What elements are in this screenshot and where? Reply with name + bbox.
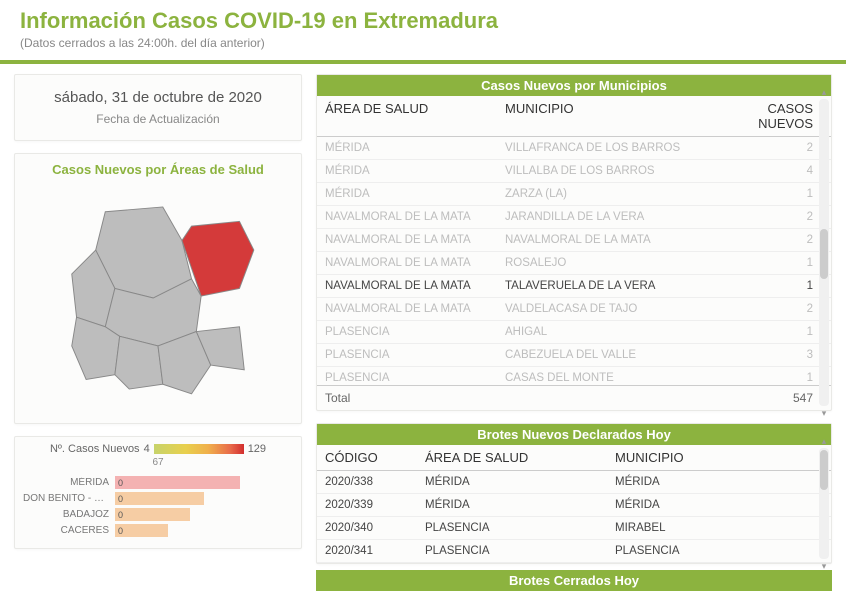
- bar-label: DON BENITO - VILLA...: [23, 493, 115, 504]
- casos-scrollbar[interactable]: ▴ ▾: [819, 99, 829, 406]
- col-muni[interactable]: MUNICIPIO: [497, 96, 721, 136]
- bar-label: MÉRIDA: [23, 477, 115, 488]
- scrollbar-thumb[interactable]: [820, 450, 828, 490]
- col-code[interactable]: CÓDIGO: [317, 445, 417, 470]
- table-row[interactable]: 2020/341 PLASENCIA PLASENCIA: [317, 540, 831, 563]
- table-row[interactable]: MÉRIDA VILLALBA DE LOS BARROS 4: [317, 160, 831, 183]
- brotes-table-header: CÓDIGO ÁREA DE SALUD MUNICIPIO: [317, 445, 831, 471]
- page-subtitle: (Datos cerrados a las 24:00h. del día an…: [20, 36, 826, 50]
- area-bar-row[interactable]: CÁCERES 0: [23, 524, 293, 537]
- update-date: sábado, 31 de octubre de 2020: [23, 89, 293, 106]
- bar-fill: 0: [115, 508, 190, 521]
- table-row[interactable]: PLASENCIA CABEZUELA DEL VALLE 3: [317, 344, 831, 367]
- bar-fill: 0: [115, 524, 168, 537]
- chevron-up-icon[interactable]: ▴: [819, 87, 829, 97]
- legend-max: 129: [248, 443, 266, 455]
- col-num[interactable]: CASOS NUEVOS: [721, 96, 831, 136]
- casos-table-header: ÁREA DE SALUD MUNICIPIO CASOS NUEVOS: [317, 96, 831, 137]
- table-row[interactable]: MÉRIDA VILLAFRANCA DE LOS BARROS 2: [317, 137, 831, 160]
- legend-gradient: [154, 444, 244, 454]
- brotes-table-body[interactable]: 2020/338 MÉRIDA MÉRIDA2020/339 MÉRIDA MÉ…: [317, 471, 831, 563]
- table-row[interactable]: MÉRIDA ZARZA (LA) 1: [317, 183, 831, 206]
- chevron-up-icon[interactable]: ▴: [819, 436, 829, 446]
- chevron-down-icon[interactable]: ▾: [819, 561, 829, 571]
- map-card: Casos Nuevos por Áreas de Salud: [14, 153, 302, 424]
- bar-fill: 0: [115, 492, 204, 505]
- date-card: sábado, 31 de octubre de 2020 Fecha de A…: [14, 74, 302, 141]
- casos-panel: Casos Nuevos por Municipios ÁREA DE SALU…: [316, 74, 832, 411]
- area-bars: MÉRIDA 0 DON BENITO - VILLA... 0 BADAJOZ…: [15, 472, 301, 548]
- region-map[interactable]: [43, 183, 273, 413]
- bar-fill: 0: [115, 476, 240, 489]
- total-label: Total: [317, 386, 497, 410]
- scrollbar-thumb[interactable]: [820, 229, 828, 279]
- header: Información Casos COVID-19 en Extremadur…: [0, 0, 846, 52]
- col-area[interactable]: ÁREA DE SALUD: [317, 96, 497, 136]
- area-bar-row[interactable]: MÉRIDA 0: [23, 476, 293, 489]
- bar-label: BADAJOZ: [23, 509, 115, 520]
- legend-label: Nº. Casos Nuevos: [50, 443, 140, 455]
- map-title: Casos Nuevos por Áreas de Salud: [23, 162, 293, 177]
- col-muni2[interactable]: MUNICIPIO: [607, 445, 831, 470]
- table-row[interactable]: PLASENCIA CASAS DEL MONTE 1: [317, 367, 831, 385]
- area-bar-row[interactable]: DON BENITO - VILLA... 0: [23, 492, 293, 505]
- total-value: 547: [721, 386, 831, 410]
- table-row[interactable]: NAVALMORAL DE LA MATA TALAVERUELA DE LA …: [317, 275, 831, 298]
- chevron-down-icon[interactable]: ▾: [819, 408, 829, 418]
- brotes-closed-title: Brotes Cerrados Hoy: [316, 570, 832, 591]
- table-row[interactable]: NAVALMORAL DE LA MATA VALDELACASA DE TAJ…: [317, 298, 831, 321]
- brotes-scrollbar[interactable]: ▴ ▾: [819, 448, 829, 559]
- table-row[interactable]: PLASENCIA AHIGAL 1: [317, 321, 831, 344]
- legend-min: 4: [144, 443, 150, 455]
- col-area2[interactable]: ÁREA DE SALUD: [417, 445, 607, 470]
- legend-card: Nº. Casos Nuevos 4 129 67 MÉRIDA 0 DON B…: [14, 436, 302, 549]
- table-row[interactable]: NAVALMORAL DE LA MATA JARANDILLA DE LA V…: [317, 206, 831, 229]
- divider-bar: [0, 60, 846, 64]
- table-row[interactable]: NAVALMORAL DE LA MATA ROSALEJO 1: [317, 252, 831, 275]
- table-row[interactable]: 2020/340 PLASENCIA MIRABEL: [317, 517, 831, 540]
- update-date-label: Fecha de Actualización: [23, 112, 293, 126]
- brotes-panel-title: Brotes Nuevos Declarados Hoy: [317, 424, 831, 445]
- area-bar-row[interactable]: BADAJOZ 0: [23, 508, 293, 521]
- casos-table-body[interactable]: MÉRIDA VILLAFRANCA DE LOS BARROS 2MÉRIDA…: [317, 137, 831, 385]
- casos-total-row: Total 547: [317, 385, 831, 410]
- page-title: Información Casos COVID-19 en Extremadur…: [20, 8, 826, 34]
- table-row[interactable]: 2020/339 MÉRIDA MÉRIDA: [317, 494, 831, 517]
- bar-label: CÁCERES: [23, 525, 115, 536]
- table-row[interactable]: NAVALMORAL DE LA MATA NAVALMORAL DE LA M…: [317, 229, 831, 252]
- legend-mid: 67: [23, 457, 293, 468]
- table-row[interactable]: 2020/338 MÉRIDA MÉRIDA: [317, 471, 831, 494]
- brotes-panel: Brotes Nuevos Declarados Hoy CÓDIGO ÁREA…: [316, 423, 832, 564]
- casos-panel-title: Casos Nuevos por Municipios: [317, 75, 831, 96]
